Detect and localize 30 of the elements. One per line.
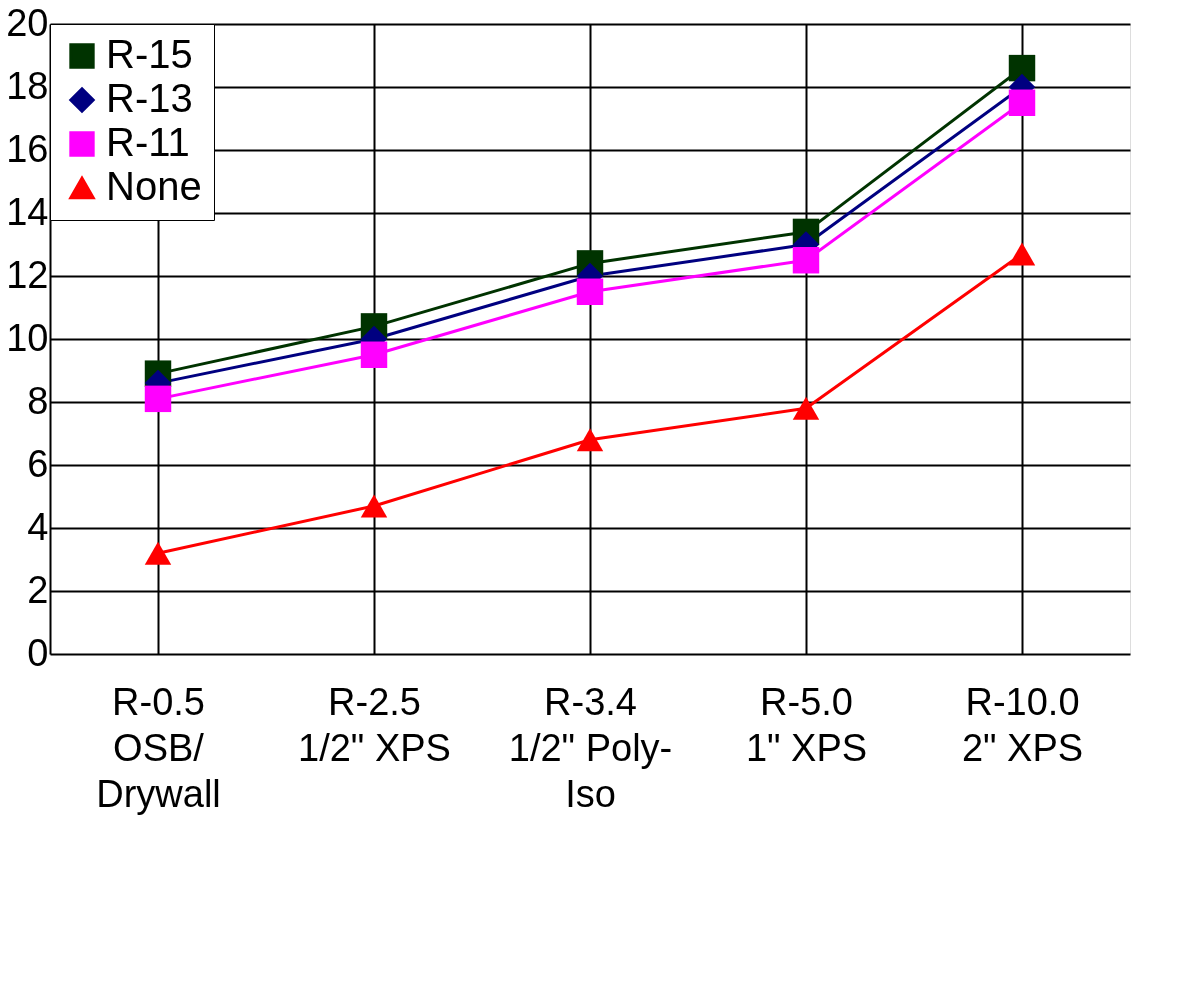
y-tick-label: 12 — [6, 253, 49, 296]
point — [144, 385, 172, 413]
point — [1008, 89, 1036, 116]
x-tick-label: R-2.5 1/2" XPS — [298, 680, 451, 769]
y-tick-label: 16 — [6, 127, 49, 170]
y-tick-label: 4 — [27, 505, 49, 548]
y-tick-label: 18 — [6, 64, 49, 107]
point — [1008, 242, 1036, 266]
point — [360, 341, 388, 368]
point — [360, 494, 388, 518]
y-tick-label: 6 — [27, 442, 49, 485]
y-tick-label: 2 — [27, 568, 49, 611]
y-tick-label: 0 — [27, 631, 49, 674]
y-tick-label: 10 — [6, 316, 49, 359]
point — [144, 541, 172, 565]
point — [576, 428, 604, 452]
y-tick-label: 8 — [27, 379, 49, 422]
x-tick-label: R-3.4 1/2" Poly- Iso — [508, 680, 673, 815]
legend-label: R-11 — [106, 120, 190, 164]
x-tick-label: R-5.0 1" XPS — [745, 680, 868, 769]
legend-label: R-15 — [106, 32, 193, 76]
legend-label: R-13 — [106, 76, 193, 120]
point — [576, 278, 604, 305]
x-tick-label: R-10.0 2" XPS — [961, 680, 1084, 769]
point — [792, 247, 820, 274]
point — [792, 396, 820, 420]
x-tick-label: R-0.5 OSB/ Drywall — [96, 680, 221, 815]
y-tick-label: 20 — [6, 1, 49, 44]
legend-label: None — [106, 164, 202, 208]
y-tick-label: 14 — [6, 190, 49, 233]
